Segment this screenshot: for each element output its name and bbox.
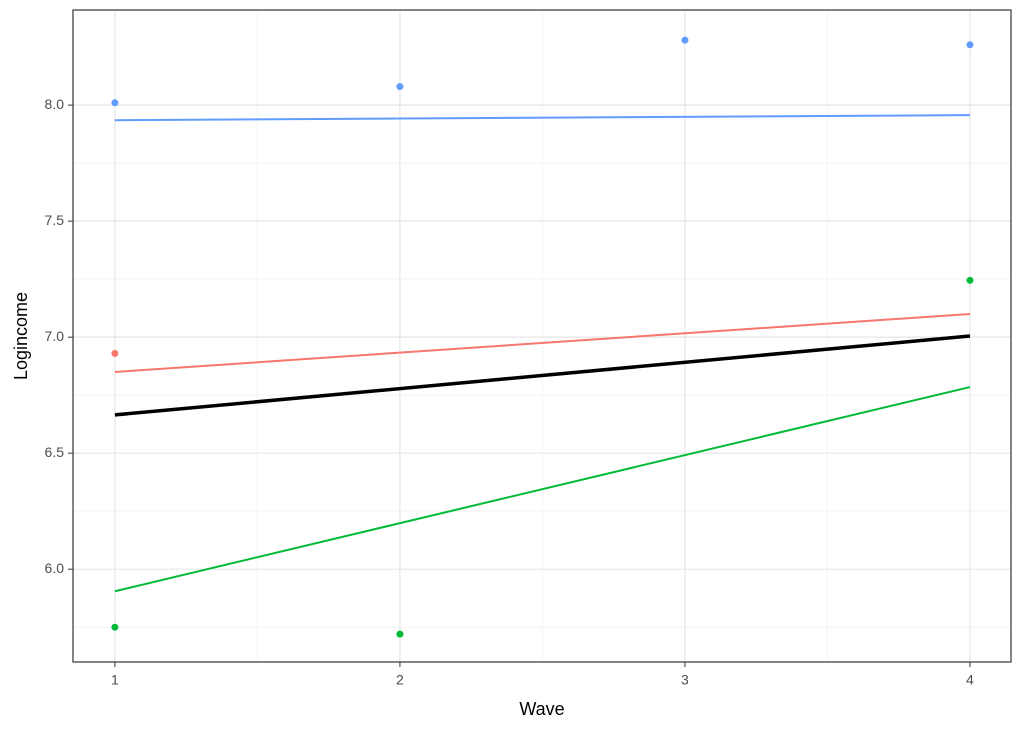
x-axis-title: Wave — [519, 699, 564, 719]
data-point — [111, 349, 119, 357]
trend-line — [114, 334, 971, 417]
trend-line — [114, 114, 970, 122]
x-tick-label: 2 — [396, 672, 404, 688]
y-axis-title: Logincome — [11, 292, 31, 380]
x-tick-label: 4 — [966, 672, 974, 688]
data-point — [681, 36, 689, 44]
data-point — [111, 99, 119, 107]
x-tick-label: 1 — [111, 672, 119, 688]
data-point — [396, 630, 404, 638]
data-point — [396, 83, 404, 91]
y-tick-label: 6.0 — [45, 560, 65, 576]
data-point — [966, 41, 974, 49]
y-tick-label: 7.5 — [45, 212, 65, 228]
panel-border — [72, 9, 1012, 663]
y-tick-label: 6.5 — [45, 444, 65, 460]
data-point — [111, 623, 119, 631]
data-point — [966, 276, 974, 284]
trend-line — [114, 386, 971, 593]
x-tick-label: 3 — [681, 672, 689, 688]
trend-line — [114, 312, 971, 373]
y-tick-label: 8.0 — [45, 96, 65, 112]
y-tick-label: 7.0 — [45, 328, 65, 344]
